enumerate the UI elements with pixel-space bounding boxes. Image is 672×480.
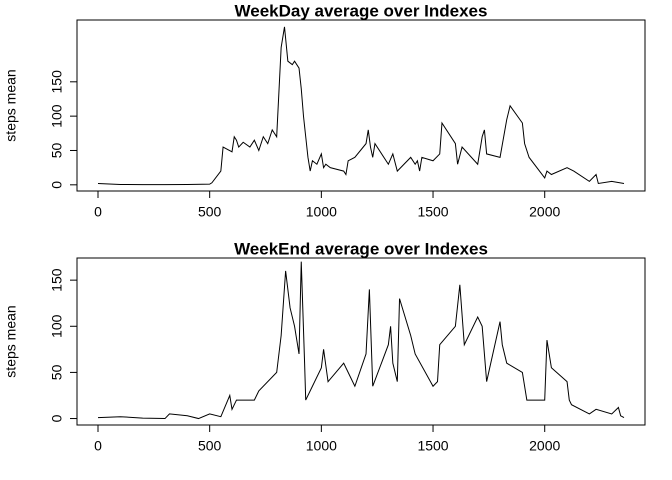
x-tick-label: 0 [94, 438, 102, 454]
x-tick-label: 1000 [306, 438, 337, 454]
y-tick-label: 0 [49, 181, 65, 189]
x-tick-label: 1500 [417, 438, 448, 454]
y-tick-label: 50 [49, 364, 65, 380]
x-tick-label: 2000 [529, 204, 560, 220]
data-line [97, 261, 625, 420]
y-axis-label: steps mean [3, 305, 19, 377]
x-tick-label: 500 [198, 204, 222, 220]
y-axis-label: steps mean [3, 69, 19, 141]
chart-title: WeekDay average over Indexes [235, 1, 488, 20]
x-tick-label: 1000 [306, 204, 337, 220]
y-tick-label: 150 [49, 268, 65, 292]
chart-title: WeekEnd average over Indexes [234, 239, 488, 258]
plot-frame [76, 257, 646, 426]
x-tick-label: 2000 [529, 438, 560, 454]
y-tick-label: 100 [49, 104, 65, 128]
y-tick-label: 0 [49, 414, 65, 422]
x-tick-label: 1500 [417, 204, 448, 220]
x-tick-label: 500 [198, 438, 222, 454]
data-line [97, 26, 625, 186]
y-tick-label: 150 [49, 70, 65, 94]
x-tick-label: 0 [94, 204, 102, 220]
plot-frame [76, 19, 646, 192]
y-tick-label: 50 [49, 142, 65, 158]
y-tick-label: 100 [49, 314, 65, 338]
